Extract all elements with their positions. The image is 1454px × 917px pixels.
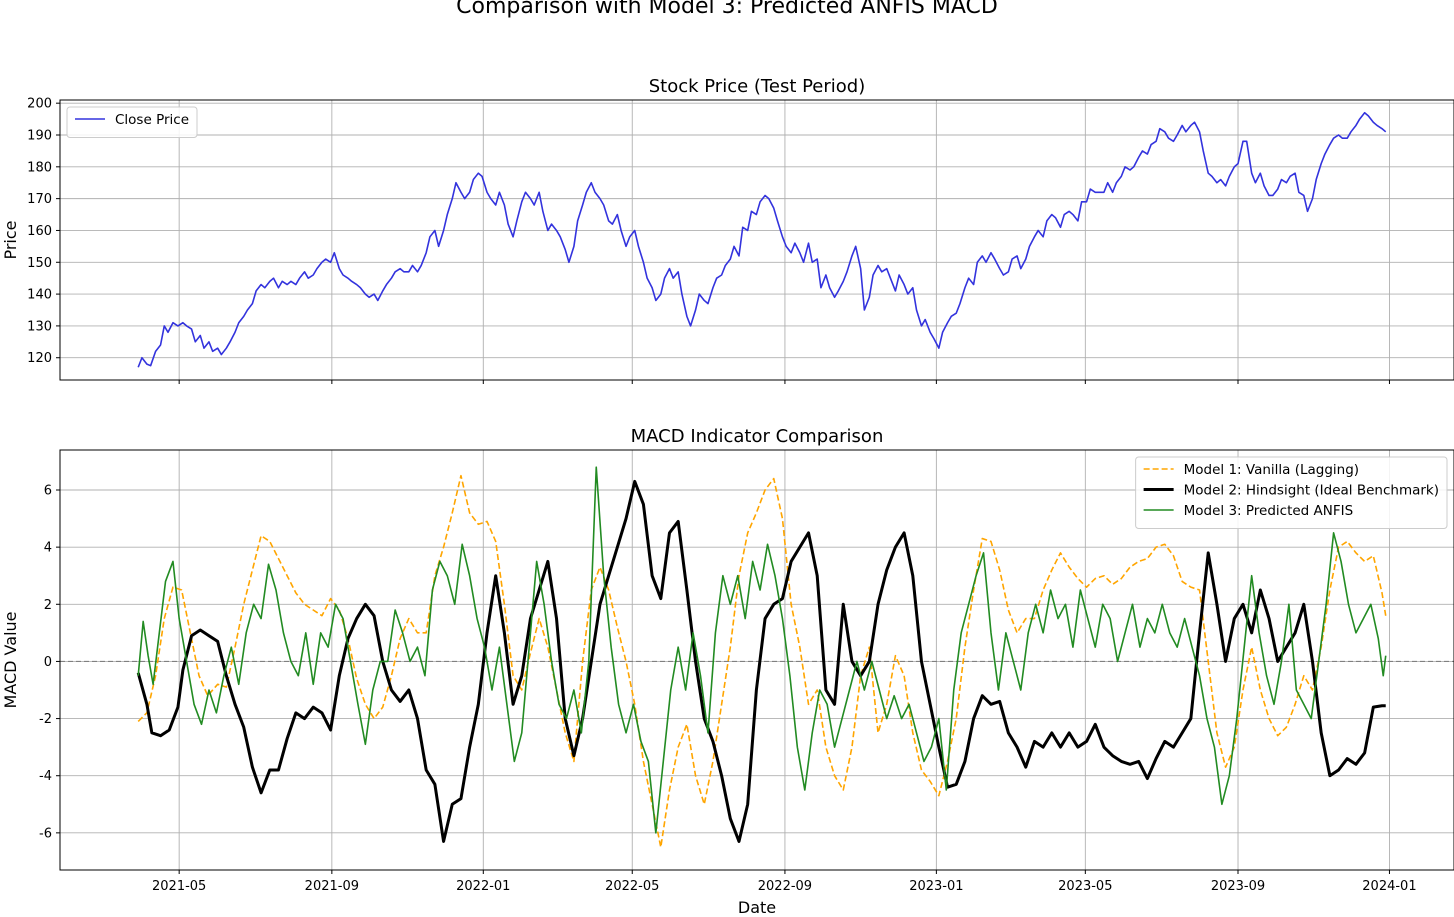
x-tick-label: 2021-05	[152, 879, 206, 894]
y-tick-label: 140	[27, 288, 52, 303]
y-tick-label: 2	[44, 598, 52, 613]
figure-suptitle: Comparison with Model 3: Predicted ANFIS…	[456, 0, 998, 19]
x-tick-label: 2023-01	[909, 879, 963, 894]
y-tick-label: -6	[39, 826, 52, 841]
y-axis-label: MACD Value	[1, 612, 20, 709]
x-tick-label: 2023-05	[1058, 879, 1112, 894]
series-line-1-1	[137, 111, 1387, 368]
y-tick-label: 200	[27, 97, 52, 112]
legend: Close Price	[66, 106, 198, 138]
legend-label: Close Price	[115, 112, 189, 128]
y-tick-label: 150	[27, 256, 52, 271]
x-tick-label: 2022-09	[758, 879, 812, 894]
axes-frame	[59, 449, 1454, 871]
axes-frame	[59, 99, 1454, 381]
series-line-2-3	[137, 466, 1387, 834]
legend-label: Model 1: Vanilla (Lagging)	[1184, 462, 1359, 478]
legend-label: Model 2: Hindsight (Ideal Benchmark)	[1184, 483, 1439, 499]
y-tick-label: 0	[44, 655, 52, 670]
chart-1: 120 130 140 150 160 170 180 190 200 Stock Price (…	[1, 76, 1454, 384]
x-tick-label: 2022-05	[605, 879, 659, 894]
series-line-2-2	[136, 479, 1386, 843]
x-tick-label: 2021-09	[305, 879, 359, 894]
y-tick-label: 130	[27, 319, 52, 334]
y-tick-label: 160	[27, 224, 52, 239]
x-tick-label: 2022-01	[456, 879, 510, 894]
chart-title: Stock Price (Test Period)	[649, 76, 866, 97]
y-tick-label: 6	[44, 484, 52, 499]
x-tick-label: 2024-01	[1362, 879, 1416, 894]
chart-title: MACD Indicator Comparison	[631, 426, 884, 447]
y-tick-label: 190	[27, 129, 52, 144]
series-group	[137, 111, 1387, 368]
y-tick-label: 180	[27, 160, 52, 175]
chart-2: -6 -4 -2 0 2 4 6 2021-05 2021-09 2022-01 2022-05 20…	[1, 426, 1454, 917]
legend: Model 1: Vanilla (Lagging) Model 2: Hinds…	[1135, 456, 1448, 529]
y-tick-label: 120	[27, 351, 52, 366]
legend-label: Model 3: Predicted ANFIS	[1184, 503, 1354, 519]
y-tick-label: -4	[39, 769, 52, 784]
series-group	[136, 466, 1387, 848]
x-axis-label: Date	[738, 898, 776, 917]
y-tick-label: 170	[27, 192, 52, 207]
x-tick-label: 2023-09	[1211, 879, 1265, 894]
legend-box	[1135, 456, 1448, 529]
legend-box	[66, 106, 198, 138]
y-tick-label: -2	[39, 712, 52, 727]
y-tick-label: 4	[44, 541, 52, 556]
y-axis-label: Price	[1, 220, 20, 259]
